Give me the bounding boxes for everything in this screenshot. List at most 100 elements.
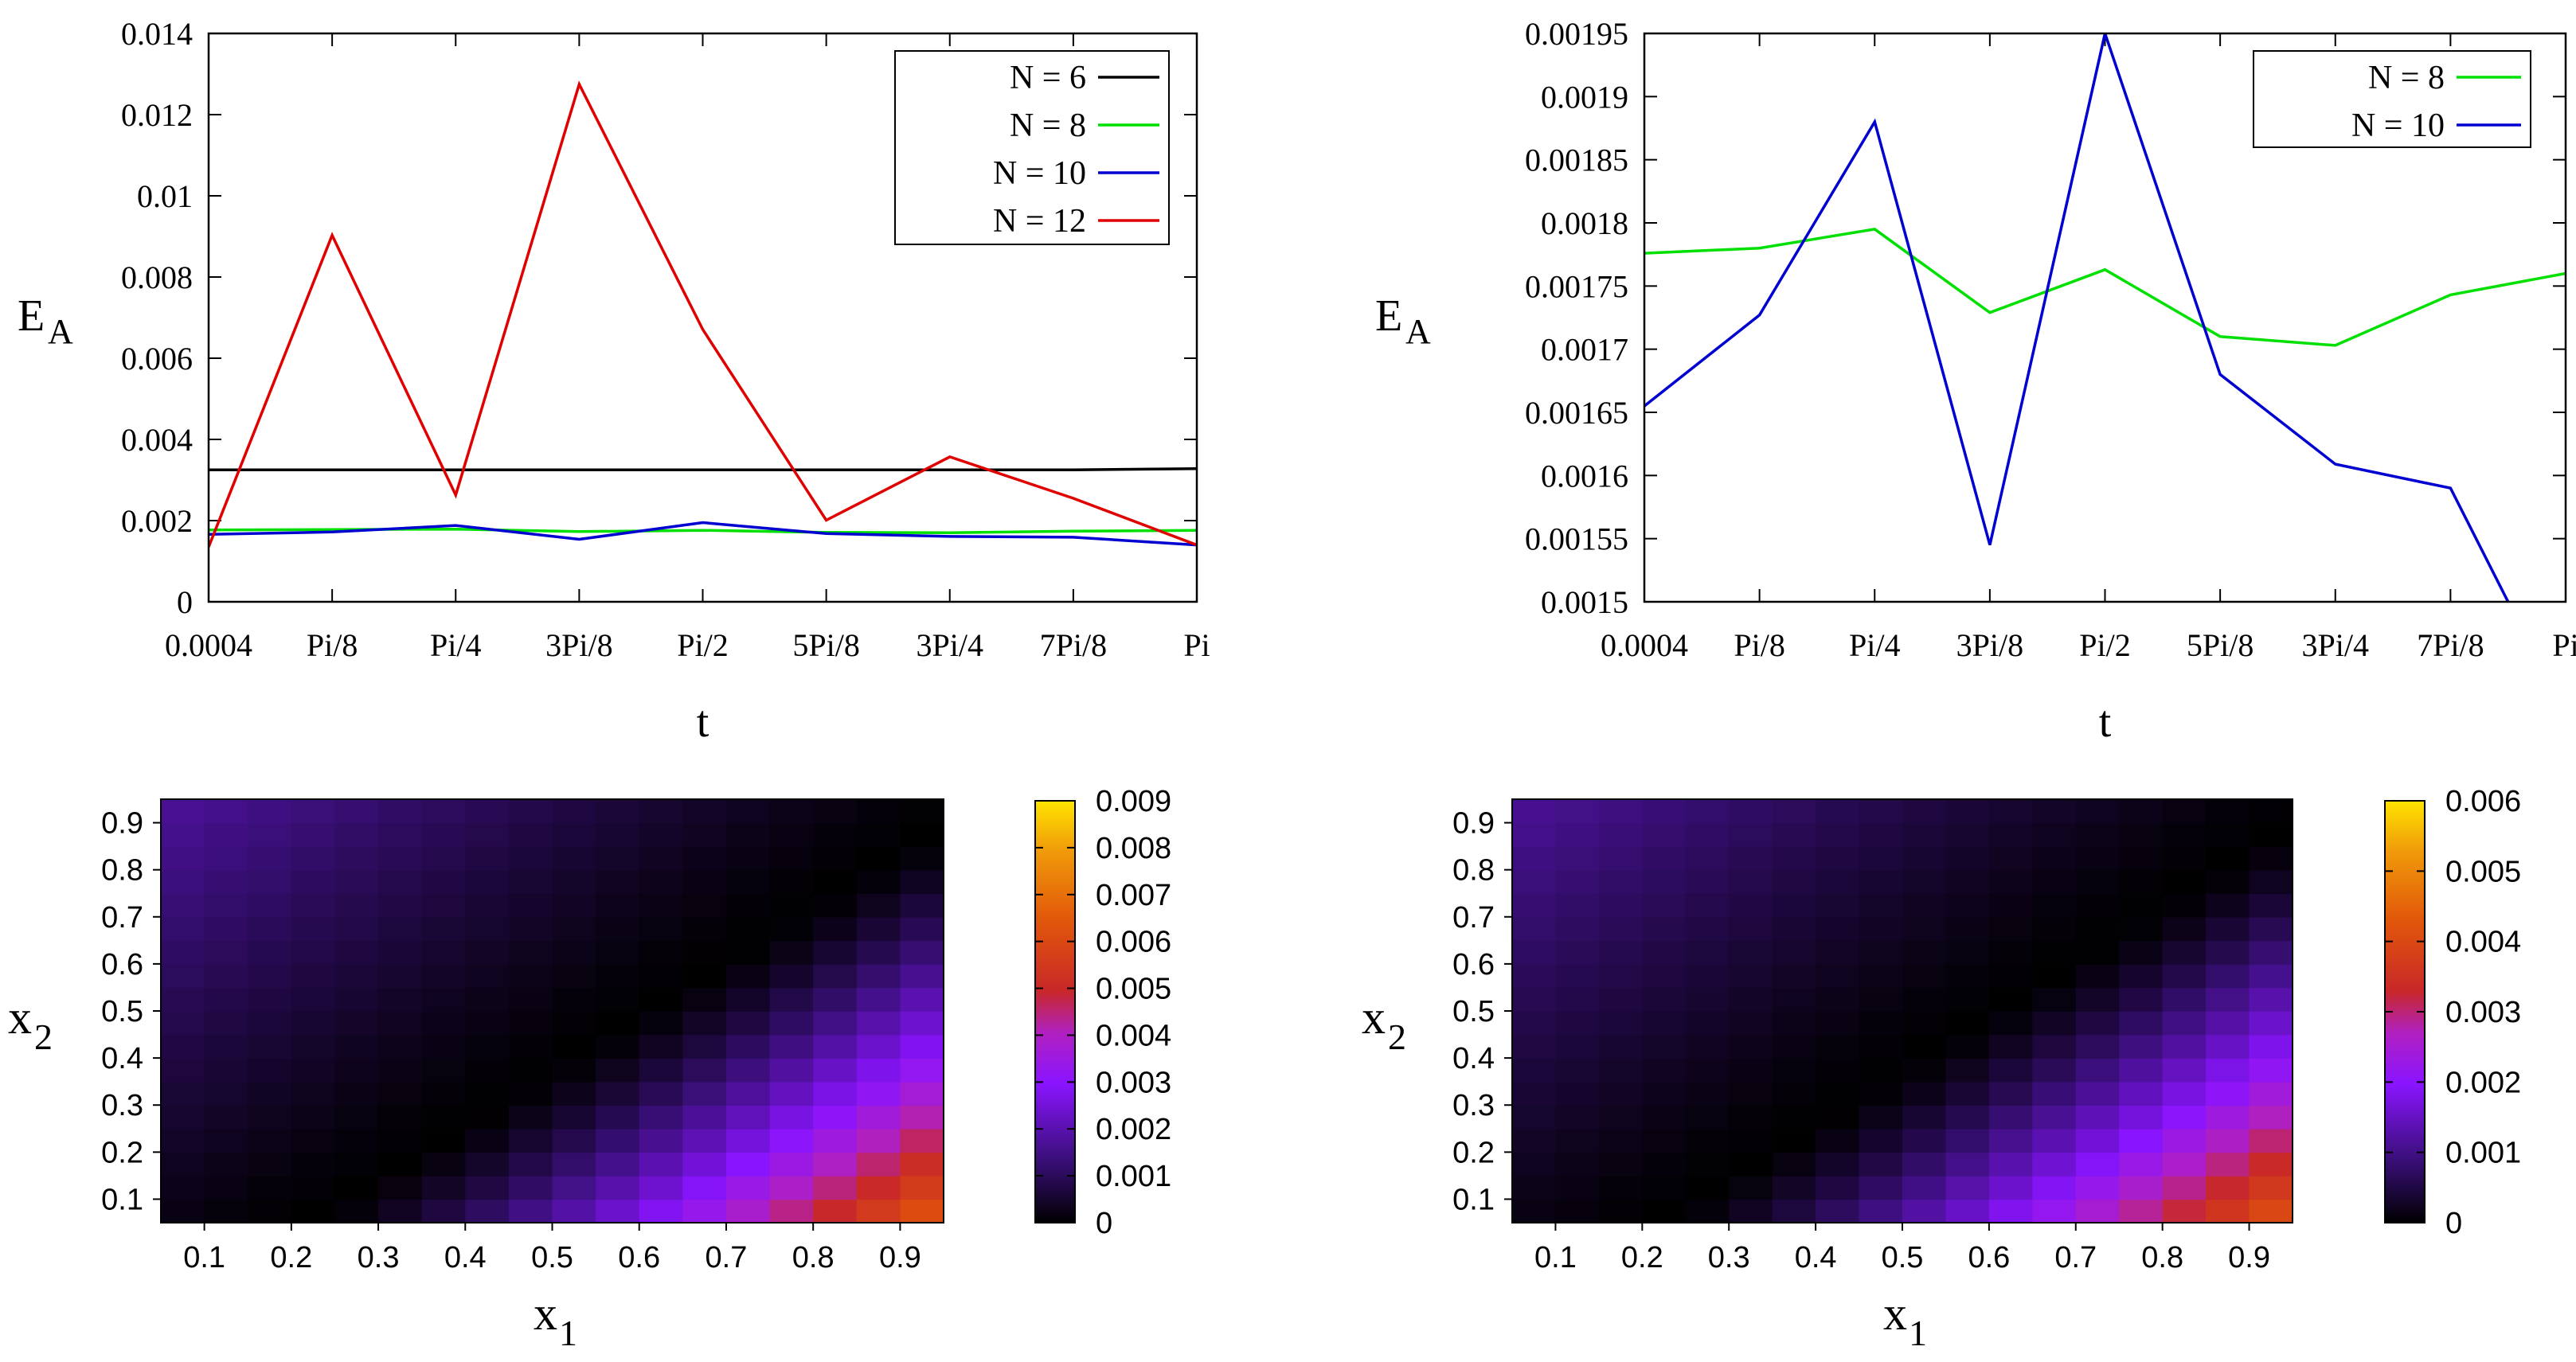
- heatmap-cell: [1642, 799, 1687, 824]
- heatmap-cell: [248, 1011, 292, 1036]
- heatmap-cell: [291, 1058, 336, 1083]
- heatmap-cell: [1598, 963, 1644, 989]
- heatmap-cell: [1685, 987, 1730, 1012]
- heatmap-cell: [465, 963, 510, 989]
- heatmap-cell: [465, 940, 510, 965]
- heatmap-cell: [1945, 916, 1990, 942]
- heatmap-cell: [204, 846, 249, 871]
- series-group: [1644, 33, 2566, 602]
- heatmap-cell: [508, 1152, 553, 1177]
- heatmap-cell: [1642, 963, 1687, 989]
- heatmap-cell: [204, 893, 249, 918]
- heatmap-cell: [1685, 1105, 1730, 1130]
- heatmap-cell: [465, 1058, 510, 1083]
- heatmap-cell: [1598, 1081, 1644, 1106]
- heatmap-cell: [856, 1034, 901, 1059]
- heatmap-cell: [1816, 916, 1860, 942]
- x-tick-label: Pi/4: [1849, 627, 1900, 663]
- heatmap-cell: [465, 916, 510, 942]
- heatmap-cell: [1816, 822, 1860, 847]
- heatmap-cell: [639, 1128, 684, 1153]
- heatmap-cell: [1772, 846, 1816, 871]
- heatmap-cell: [1512, 869, 1557, 895]
- heatmap-cell: [378, 940, 423, 965]
- heatmap-cell: [2162, 940, 2207, 965]
- heatmap-cell: [1772, 1105, 1816, 1130]
- y-tick-label: 0.6: [101, 948, 143, 981]
- heatmap-cell: [508, 869, 553, 895]
- heatmap-cell: [1772, 1011, 1816, 1036]
- heatmap-cell: [813, 987, 858, 1012]
- y-tick-label: 0.0015: [1541, 584, 1628, 620]
- heatmap-cell: [2032, 1175, 2077, 1200]
- y-tick-label: 0.9: [1452, 807, 1495, 841]
- heatmap-cell: [2249, 963, 2293, 989]
- colorbar-tick-label: 0.001: [2445, 1137, 2521, 1170]
- heatmap-cell: [1685, 869, 1730, 895]
- heatmap-cell: [1902, 822, 1947, 847]
- colorbar-tick-label: 0.002: [2445, 1066, 2521, 1099]
- heatmap-cell: [1729, 893, 1773, 918]
- heatmap-cell: [596, 1105, 640, 1130]
- heatmap-cell: [161, 822, 205, 847]
- heatmap-cell: [2075, 987, 2121, 1012]
- x-axis-label: t: [2099, 697, 2112, 747]
- x-tick-label: Pi/2: [2079, 627, 2130, 663]
- colorbar-gradient: [1034, 800, 1076, 1223]
- y-axis-label-main: E: [18, 291, 45, 341]
- heatmap-cell: [2249, 869, 2293, 895]
- heatmap-cell: [900, 916, 944, 942]
- heatmap-cell: [248, 869, 292, 895]
- heatmap-cell: [900, 1034, 944, 1059]
- heatmap-cell: [769, 1105, 814, 1130]
- heatmap-cell: [1988, 1105, 2034, 1130]
- heatmap-cell: [725, 893, 771, 918]
- heatmap-cell: [856, 869, 901, 895]
- x-tick-label: 0.5: [531, 1241, 573, 1274]
- heatmap-cell: [1729, 1105, 1773, 1130]
- y-tick-label: 0.6: [1452, 948, 1495, 981]
- heatmap-cell: [2249, 1128, 2293, 1153]
- heatmap-cell: [813, 1105, 858, 1130]
- heatmap-cell: [1555, 940, 1600, 965]
- heatmap-cell: [1945, 1081, 1990, 1106]
- heatmap-cell: [682, 1034, 727, 1059]
- heatmap-cell: [2032, 1058, 2077, 1083]
- heatmap-cell: [334, 799, 379, 824]
- heatmap-cell: [2075, 869, 2121, 895]
- heatmap-cell: [2206, 940, 2250, 965]
- colorbar-tick-label: 0.002: [1096, 1113, 1171, 1146]
- heatmap-cell: [1729, 799, 1773, 824]
- x-tick-label: 0.4: [444, 1241, 487, 1274]
- heatmap-cell: [1772, 822, 1816, 847]
- heatmap-cell: [291, 846, 336, 871]
- heatmap-cell: [900, 869, 944, 895]
- heatmap-cell: [2075, 916, 2121, 942]
- line-chart-top-left: 0 0.002 0.004 0.006 0.008 0.01 0.012 0.014 0.000…: [18, 16, 1210, 747]
- heatmap-cell: [900, 846, 944, 871]
- heatmap-cell: [465, 1105, 510, 1130]
- heatmap-cell: [378, 799, 423, 824]
- heatmap-cell: [639, 916, 684, 942]
- legend: N = 8 N = 10: [2253, 50, 2531, 148]
- heatmap-cell: [161, 940, 205, 965]
- heatmap-cell: [1859, 1152, 1903, 1177]
- heatmap-cell: [2119, 1105, 2164, 1130]
- heatmap-cell: [639, 1011, 684, 1036]
- heatmap-cell: [856, 916, 901, 942]
- heatmap-cell: [1772, 1034, 1816, 1059]
- heatmap-cell: [2075, 940, 2121, 965]
- heatmap-cell: [2032, 1199, 2077, 1223]
- heatmap-cell: [1642, 869, 1687, 895]
- heatmap-cell: [161, 916, 205, 942]
- heatmap-cell: [2162, 1081, 2207, 1106]
- heatmap-cell: [552, 1081, 596, 1106]
- heatmap-cell: [2162, 1058, 2207, 1083]
- heatmap-cell: [1512, 1081, 1557, 1106]
- heatmap-cell: [1859, 1199, 1903, 1223]
- heatmap-cell: [1988, 1034, 2034, 1059]
- heatmap-cell: [552, 1105, 596, 1130]
- colorbar-tick-label: 0.003: [2445, 996, 2521, 1029]
- heatmap-cell: [248, 1034, 292, 1059]
- heatmap-cell: [1642, 893, 1687, 918]
